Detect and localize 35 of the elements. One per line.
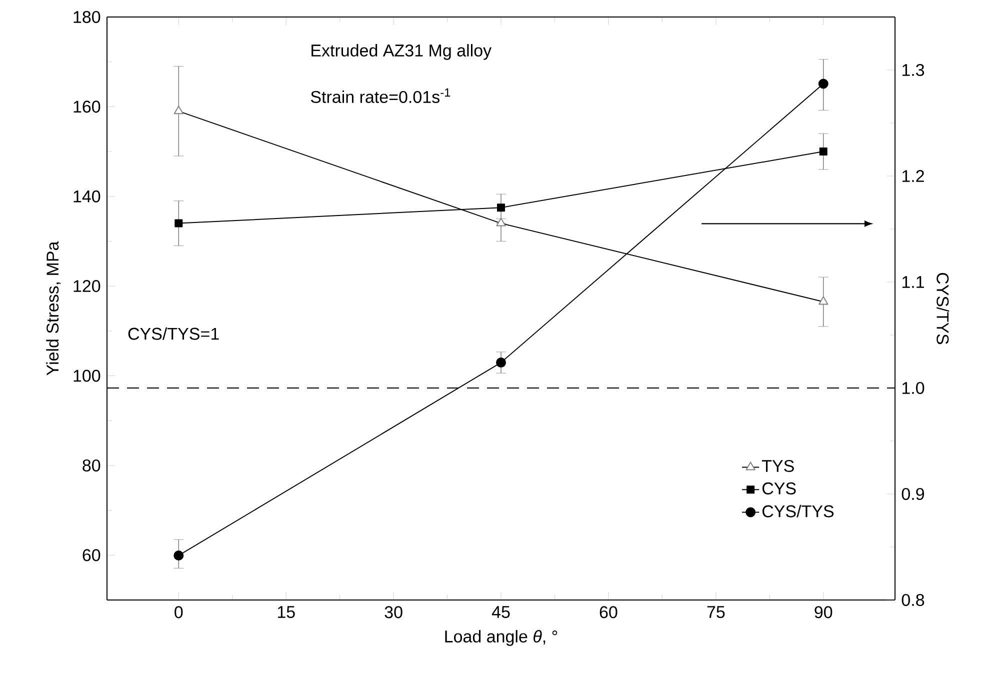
x-tick-label: 75	[707, 606, 725, 618]
x-tick-label: 90	[814, 606, 832, 618]
y2-tick-label: 1.2	[902, 170, 924, 182]
y2-tick-label: 1.0	[902, 382, 924, 394]
annotation: Extruded AZ31 Mg alloy	[312, 44, 492, 60]
x-tick-label: 60	[600, 606, 618, 618]
y-axis-title: Yield Stress, MPa	[46, 241, 61, 376]
legend-label: CYS/TYS	[762, 504, 834, 518]
y-tick-label: 60	[82, 549, 100, 562]
point	[497, 204, 506, 212]
ref-line-label: CYS/TYS=1	[128, 327, 219, 340]
y2-tick-label: 1.1	[902, 276, 924, 288]
point	[818, 78, 828, 89]
y-tick-label: 140	[74, 190, 100, 202]
x-tick-label: 45	[492, 606, 510, 618]
y2-tick-label: 1.3	[902, 64, 924, 76]
y-tick-label: 100	[74, 370, 100, 382]
x-tick-label: 15	[278, 606, 295, 618]
y2-tick-label: 0.9	[902, 488, 924, 500]
point	[174, 550, 184, 560]
y2-axis-title: CYS/TYS	[936, 272, 950, 344]
x-axis-title: Load angle θ, °	[445, 630, 558, 646]
x-tick-label: 0	[174, 606, 183, 618]
y-tick-label: 180	[74, 10, 100, 24]
point	[819, 148, 828, 156]
y2-tick-label: 0.8	[902, 594, 924, 606]
y-tick-label: 120	[74, 280, 100, 292]
x-tick-label: 30	[384, 606, 402, 618]
y-tick-label: 160	[74, 100, 100, 113]
point	[174, 219, 183, 228]
y-tick-label: 80	[82, 459, 100, 472]
point	[496, 358, 506, 368]
legend-label: CYS	[762, 482, 796, 494]
legend-label: TYS	[762, 460, 794, 472]
annotation: Strain rate=0.01s$^{-1}$	[310, 88, 450, 104]
